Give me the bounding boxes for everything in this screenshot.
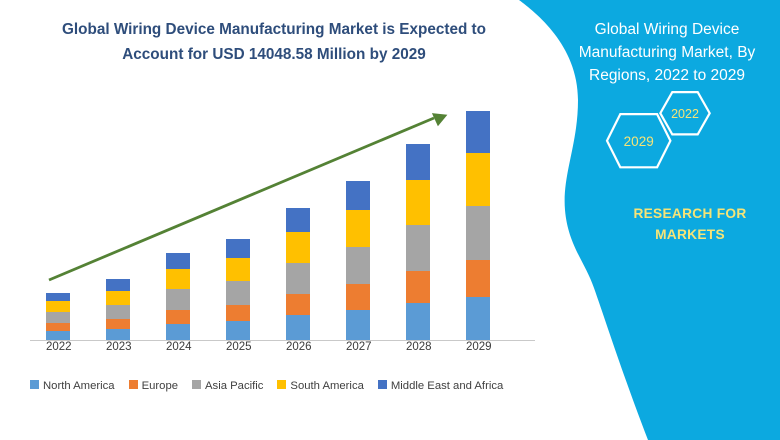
svg-text:2022: 2022	[671, 107, 699, 121]
svg-text:2029: 2029	[624, 134, 654, 149]
